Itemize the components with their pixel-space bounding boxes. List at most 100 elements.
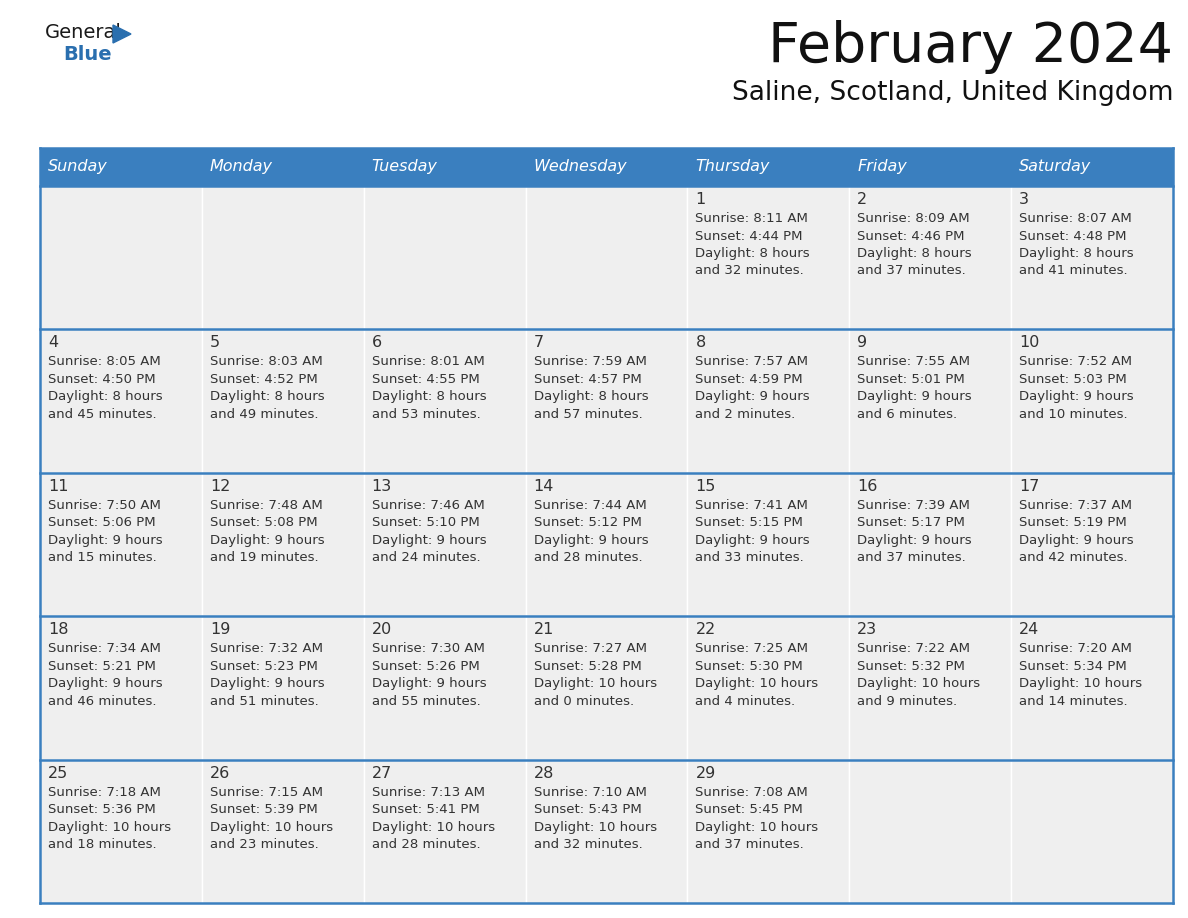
Text: 15: 15 [695,479,716,494]
Text: 16: 16 [858,479,878,494]
Text: 28: 28 [533,766,554,780]
Bar [202,616,364,759]
Text: Tuesday: Tuesday [372,160,437,174]
Text: Sunrise: 7:57 AM
Sunset: 4:59 PM
Daylight: 9 hours
and 2 minutes.: Sunrise: 7:57 AM Sunset: 4:59 PM Dayligh… [695,355,810,420]
Text: 17: 17 [1019,479,1040,494]
Bar [364,330,525,473]
Bar [688,148,849,186]
Text: Sunrise: 8:09 AM
Sunset: 4:46 PM
Daylight: 8 hours
and 37 minutes.: Sunrise: 8:09 AM Sunset: 4:46 PM Dayligh… [858,212,972,277]
Text: Sunrise: 7:22 AM
Sunset: 5:32 PM
Daylight: 10 hours
and 9 minutes.: Sunrise: 7:22 AM Sunset: 5:32 PM Dayligh… [858,643,980,708]
Bar [525,148,688,186]
Bar [202,759,364,903]
Bar [1011,186,1173,330]
Bar [688,616,849,759]
Text: Thursday: Thursday [695,160,770,174]
Text: Sunrise: 7:39 AM
Sunset: 5:17 PM
Daylight: 9 hours
and 37 minutes.: Sunrise: 7:39 AM Sunset: 5:17 PM Dayligh… [858,498,972,565]
Text: Sunrise: 7:34 AM
Sunset: 5:21 PM
Daylight: 9 hours
and 46 minutes.: Sunrise: 7:34 AM Sunset: 5:21 PM Dayligh… [48,643,163,708]
Text: 5: 5 [210,335,220,351]
Text: 18: 18 [48,622,69,637]
Bar [40,186,202,330]
Text: 26: 26 [210,766,230,780]
Text: Sunrise: 7:13 AM
Sunset: 5:41 PM
Daylight: 10 hours
and 28 minutes.: Sunrise: 7:13 AM Sunset: 5:41 PM Dayligh… [372,786,495,851]
Text: Sunrise: 7:37 AM
Sunset: 5:19 PM
Daylight: 9 hours
and 42 minutes.: Sunrise: 7:37 AM Sunset: 5:19 PM Dayligh… [1019,498,1133,565]
Text: 23: 23 [858,622,878,637]
Bar [525,186,688,330]
Bar [1011,148,1173,186]
Text: Sunrise: 8:07 AM
Sunset: 4:48 PM
Daylight: 8 hours
and 41 minutes.: Sunrise: 8:07 AM Sunset: 4:48 PM Dayligh… [1019,212,1133,277]
Text: 2: 2 [858,192,867,207]
Bar [40,330,202,473]
Bar [688,186,849,330]
Bar [364,186,525,330]
Text: Sunrise: 7:52 AM
Sunset: 5:03 PM
Daylight: 9 hours
and 10 minutes.: Sunrise: 7:52 AM Sunset: 5:03 PM Dayligh… [1019,355,1133,420]
Bar [364,759,525,903]
Text: 25: 25 [48,766,68,780]
Bar [1011,330,1173,473]
Bar [1011,616,1173,759]
Text: 22: 22 [695,622,715,637]
Text: Sunrise: 7:50 AM
Sunset: 5:06 PM
Daylight: 9 hours
and 15 minutes.: Sunrise: 7:50 AM Sunset: 5:06 PM Dayligh… [48,498,163,565]
Text: Sunrise: 7:48 AM
Sunset: 5:08 PM
Daylight: 9 hours
and 19 minutes.: Sunrise: 7:48 AM Sunset: 5:08 PM Dayligh… [210,498,324,565]
Bar [849,186,1011,330]
Text: 29: 29 [695,766,715,780]
Text: 24: 24 [1019,622,1040,637]
Bar [525,330,688,473]
Bar [40,759,202,903]
Text: 6: 6 [372,335,381,351]
Bar [688,330,849,473]
Text: 7: 7 [533,335,544,351]
Text: Sunrise: 7:18 AM
Sunset: 5:36 PM
Daylight: 10 hours
and 18 minutes.: Sunrise: 7:18 AM Sunset: 5:36 PM Dayligh… [48,786,171,851]
Polygon shape [113,25,131,43]
Bar [202,186,364,330]
Text: Sunrise: 8:05 AM
Sunset: 4:50 PM
Daylight: 8 hours
and 45 minutes.: Sunrise: 8:05 AM Sunset: 4:50 PM Dayligh… [48,355,163,420]
Text: 8: 8 [695,335,706,351]
Bar [849,330,1011,473]
Text: Sunrise: 7:41 AM
Sunset: 5:15 PM
Daylight: 9 hours
and 33 minutes.: Sunrise: 7:41 AM Sunset: 5:15 PM Dayligh… [695,498,810,565]
Text: Sunrise: 8:03 AM
Sunset: 4:52 PM
Daylight: 8 hours
and 49 minutes.: Sunrise: 8:03 AM Sunset: 4:52 PM Dayligh… [210,355,324,420]
Text: 14: 14 [533,479,554,494]
Text: 9: 9 [858,335,867,351]
Text: Sunrise: 7:08 AM
Sunset: 5:45 PM
Daylight: 10 hours
and 37 minutes.: Sunrise: 7:08 AM Sunset: 5:45 PM Dayligh… [695,786,819,851]
Bar [525,473,688,616]
Bar [525,616,688,759]
Text: Sunrise: 8:11 AM
Sunset: 4:44 PM
Daylight: 8 hours
and 32 minutes.: Sunrise: 8:11 AM Sunset: 4:44 PM Dayligh… [695,212,810,277]
Bar [202,473,364,616]
Text: 21: 21 [533,622,554,637]
Bar [1011,759,1173,903]
Bar [364,473,525,616]
Text: Sunrise: 7:20 AM
Sunset: 5:34 PM
Daylight: 10 hours
and 14 minutes.: Sunrise: 7:20 AM Sunset: 5:34 PM Dayligh… [1019,643,1143,708]
Text: 13: 13 [372,479,392,494]
Text: Sunrise: 7:59 AM
Sunset: 4:57 PM
Daylight: 8 hours
and 57 minutes.: Sunrise: 7:59 AM Sunset: 4:57 PM Dayligh… [533,355,649,420]
Text: Sunrise: 7:30 AM
Sunset: 5:26 PM
Daylight: 9 hours
and 55 minutes.: Sunrise: 7:30 AM Sunset: 5:26 PM Dayligh… [372,643,486,708]
Text: Sunrise: 7:15 AM
Sunset: 5:39 PM
Daylight: 10 hours
and 23 minutes.: Sunrise: 7:15 AM Sunset: 5:39 PM Dayligh… [210,786,333,851]
Bar [40,473,202,616]
Text: Sunrise: 7:10 AM
Sunset: 5:43 PM
Daylight: 10 hours
and 32 minutes.: Sunrise: 7:10 AM Sunset: 5:43 PM Dayligh… [533,786,657,851]
Bar [688,473,849,616]
Bar [525,759,688,903]
Bar [688,759,849,903]
Text: Blue: Blue [63,45,112,64]
Text: Sunrise: 7:32 AM
Sunset: 5:23 PM
Daylight: 9 hours
and 51 minutes.: Sunrise: 7:32 AM Sunset: 5:23 PM Dayligh… [210,643,324,708]
Text: Sunrise: 8:01 AM
Sunset: 4:55 PM
Daylight: 8 hours
and 53 minutes.: Sunrise: 8:01 AM Sunset: 4:55 PM Dayligh… [372,355,486,420]
Text: 19: 19 [210,622,230,637]
Bar [40,616,202,759]
Bar [40,148,202,186]
Bar [849,616,1011,759]
Text: 11: 11 [48,479,69,494]
Text: 4: 4 [48,335,58,351]
Text: Sunrise: 7:27 AM
Sunset: 5:28 PM
Daylight: 10 hours
and 0 minutes.: Sunrise: 7:27 AM Sunset: 5:28 PM Dayligh… [533,643,657,708]
Text: Sunrise: 7:25 AM
Sunset: 5:30 PM
Daylight: 10 hours
and 4 minutes.: Sunrise: 7:25 AM Sunset: 5:30 PM Dayligh… [695,643,819,708]
Bar [202,330,364,473]
Bar [364,148,525,186]
Bar [1011,473,1173,616]
Text: Sunrise: 7:55 AM
Sunset: 5:01 PM
Daylight: 9 hours
and 6 minutes.: Sunrise: 7:55 AM Sunset: 5:01 PM Dayligh… [858,355,972,420]
Text: Sunrise: 7:44 AM
Sunset: 5:12 PM
Daylight: 9 hours
and 28 minutes.: Sunrise: 7:44 AM Sunset: 5:12 PM Dayligh… [533,498,649,565]
Bar [364,616,525,759]
Bar [849,759,1011,903]
Text: General: General [45,23,122,42]
Text: 27: 27 [372,766,392,780]
Text: 10: 10 [1019,335,1040,351]
Text: Saline, Scotland, United Kingdom: Saline, Scotland, United Kingdom [732,80,1173,106]
Text: 20: 20 [372,622,392,637]
Text: Wednesday: Wednesday [533,160,627,174]
